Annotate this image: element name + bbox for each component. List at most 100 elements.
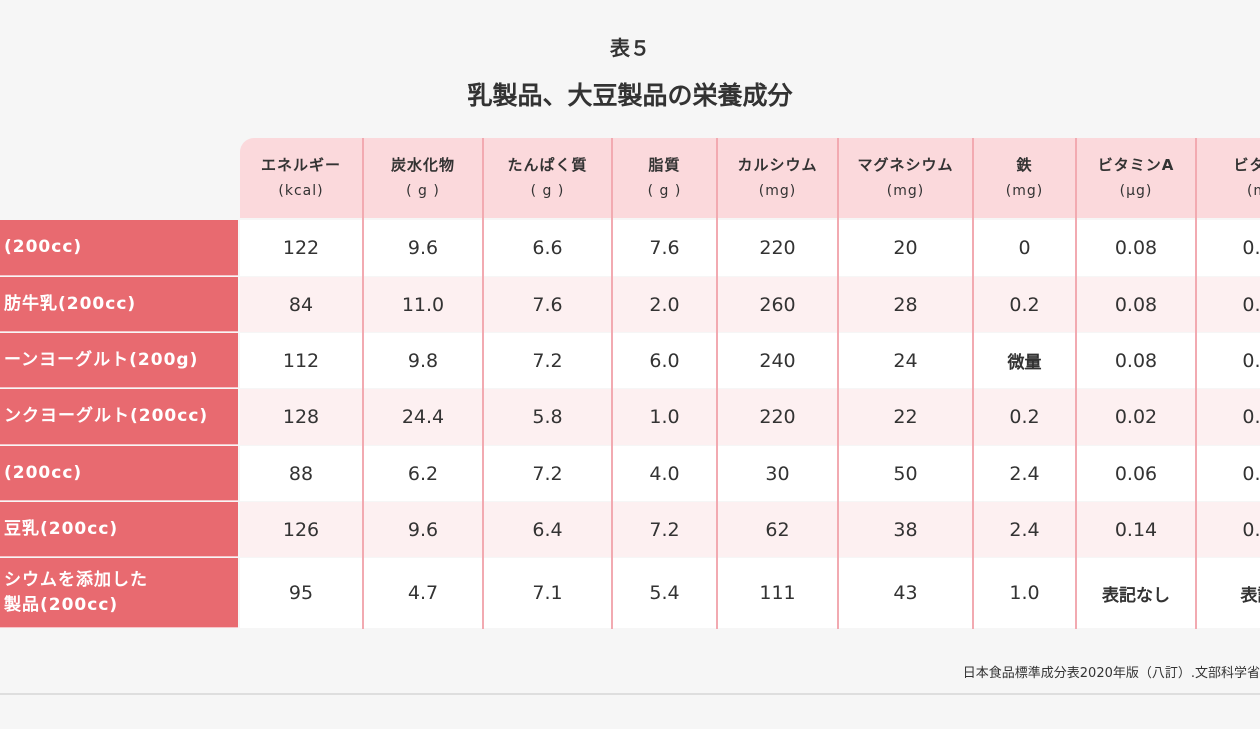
column-header: ビタミ (m <box>1197 138 1260 218</box>
header-unit: ( g ) <box>647 183 682 199</box>
header-name: ビタミンA <box>1097 156 1175 174</box>
header-unit: (kcal) <box>278 183 324 199</box>
cell-value: 2.4 <box>1009 462 1040 485</box>
cell-value: 111 <box>759 582 796 604</box>
row-label-line: (200cc) <box>4 237 83 257</box>
row-bg <box>240 389 1260 445</box>
cell-value: 43 <box>893 582 918 604</box>
cell-value: 6.4 <box>532 518 563 541</box>
cell-value: 88 <box>288 462 314 485</box>
cell-value: 5.8 <box>532 406 563 428</box>
row-label-line: ーンヨーグルト(200g) <box>4 349 199 370</box>
column-header: 炭水化物 ( g ) <box>364 138 482 218</box>
cell-value: 0.3 <box>1242 293 1260 316</box>
bottom-rule <box>0 693 1260 695</box>
cell-value: 0.06 <box>1114 462 1158 485</box>
cell-value: 6.6 <box>532 237 563 259</box>
row-label-line: シウムを添加した <box>4 569 148 590</box>
cell-value: 0.08 <box>1114 237 1158 259</box>
cell-value: 0.3 <box>1242 237 1260 259</box>
row-bg <box>240 558 1260 628</box>
row-label-line: 豆乳(200cc) <box>4 518 119 539</box>
header-unit: (mg) <box>758 183 797 199</box>
cell-value: 11.0 <box>401 293 445 316</box>
cell-value: 0.2 <box>1242 406 1260 428</box>
cell-value: 0.02 <box>1114 406 1158 428</box>
column-separator <box>972 138 974 629</box>
header-name: 鉄 <box>1016 156 1033 174</box>
table-title: 乳製品、大豆製品の栄養成分 <box>467 81 793 110</box>
cell-value: 0 <box>1018 237 1031 259</box>
row-bg <box>240 220 1260 276</box>
row-label-line: 製品(200cc) <box>4 594 119 615</box>
column-separator <box>482 138 484 629</box>
cell-value: 240 <box>759 349 796 372</box>
column-separator <box>837 138 839 629</box>
cell-value: 表記 <box>1240 585 1260 606</box>
cell-value: 7.2 <box>649 518 680 541</box>
cell-value: 2.0 <box>649 293 680 316</box>
column-header: カルシウム (mg) <box>718 138 837 218</box>
cell-value: 0.08 <box>1114 349 1158 372</box>
cell-value: 5.4 <box>649 582 680 604</box>
column-separator <box>1075 138 1077 629</box>
column-header: 鉄 (mg) <box>974 138 1075 218</box>
cell-value: 6.0 <box>649 349 680 372</box>
row-label-line: ンクヨーグルト(200cc) <box>4 406 209 426</box>
source: 日本食品標準成分表2020年版（八訂）.文部科学省 <box>962 666 1260 681</box>
cell-value: 4.0 <box>649 462 680 485</box>
cell-value: 7.6 <box>649 237 680 259</box>
cell-value: 28 <box>893 293 918 316</box>
header-name: エネルギー <box>260 156 341 174</box>
row-label-line: 肪牛乳(200cc) <box>4 293 137 314</box>
header-unit: (mg) <box>886 183 925 199</box>
cell-value: 38 <box>893 518 918 541</box>
row-label: 肪牛乳(200cc) <box>0 277 238 332</box>
header-name: マグネシウム <box>857 156 954 174</box>
row-label: ンクヨーグルト(200cc) <box>0 389 238 445</box>
cell-value: 84 <box>288 293 314 316</box>
row-label-line: (200cc) <box>4 462 83 483</box>
cell-value: 0.2 <box>1242 349 1260 372</box>
cell-value: 20 <box>893 237 918 259</box>
header-unit: (µg) <box>1119 183 1153 199</box>
cell-value: 0.0 <box>1242 518 1260 541</box>
row-label: (200cc) <box>0 446 238 501</box>
row-bg <box>240 502 1260 557</box>
column-separator <box>362 138 364 629</box>
cell-value: 9.6 <box>407 237 439 259</box>
column-separator <box>611 138 613 629</box>
header-unit: ( g ) <box>530 183 565 199</box>
header-name: カルシウム <box>737 156 818 174</box>
cell-value: 260 <box>759 293 796 316</box>
cell-value: 7.2 <box>532 462 563 485</box>
cell-value: 0.14 <box>1114 518 1158 541</box>
row-label: (200cc) <box>0 220 238 276</box>
cell-value: 24.4 <box>401 406 445 428</box>
cell-value: 220 <box>759 237 796 259</box>
header-name: 炭水化物 <box>390 156 455 174</box>
cell-value: 1.0 <box>1009 582 1040 604</box>
header-unit: ( g ) <box>406 183 440 199</box>
cell-value: 126 <box>282 518 320 541</box>
column-separator <box>1195 138 1197 629</box>
column-header: マグネシウム (mg) <box>839 138 972 218</box>
cell-value: 2.4 <box>1009 518 1040 541</box>
cell-value: 7.6 <box>532 293 563 316</box>
cell-value: 6.2 <box>407 462 439 485</box>
cell-value: 7.1 <box>532 582 563 604</box>
cell-value: 表記なし <box>1102 585 1170 606</box>
header-name: 脂質 <box>648 156 681 174</box>
cell-value: 50 <box>893 462 918 485</box>
row-bg <box>240 333 1260 388</box>
header-unit: (mg) <box>1005 183 1044 199</box>
column-header: たんぱく質 ( g ) <box>484 138 611 218</box>
cell-value: 1.0 <box>649 406 680 428</box>
cell-value: 95 <box>288 582 314 604</box>
cell-value: 220 <box>759 406 796 428</box>
header-name: たんぱく質 <box>507 156 588 174</box>
cell-value: 128 <box>282 406 320 428</box>
row-bg <box>240 446 1260 501</box>
row-bg <box>240 277 1260 332</box>
